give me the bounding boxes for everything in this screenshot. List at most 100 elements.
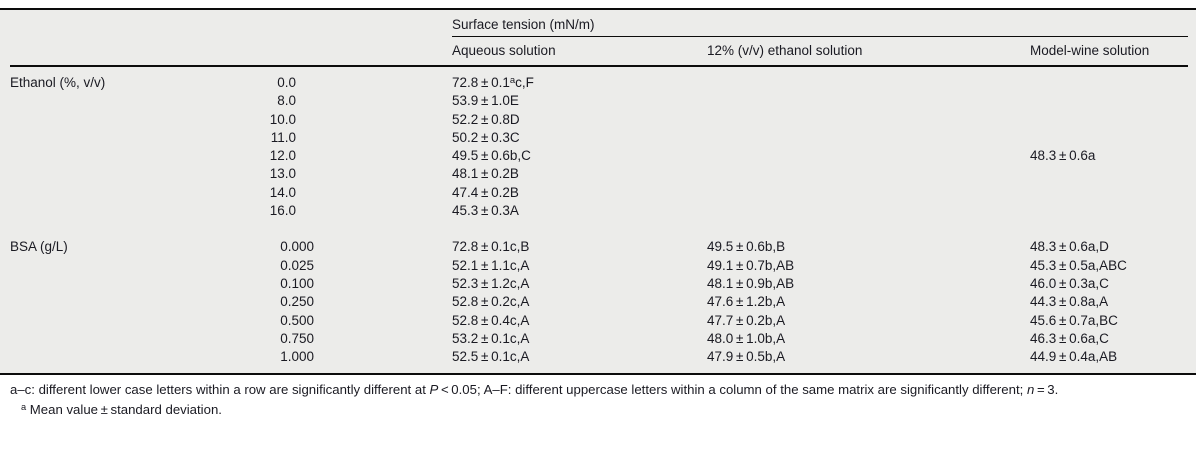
- section-gap-row: [10, 220, 1188, 238]
- spacer-cell: [314, 238, 452, 256]
- value-cell-aqueous: 72.8 ± 0.1c,B: [452, 239, 530, 255]
- spacer-cell: [314, 330, 452, 348]
- column-header-row: Aqueous solution 12% (v/v) ethanol solut…: [10, 36, 1188, 67]
- spacer-cell: [314, 111, 452, 129]
- value-cell-ethanol-12: 49.1 ± 0.7b,AB: [707, 257, 795, 273]
- value-cell-aqueous: 52.3 ± 1.2c,A: [452, 275, 530, 291]
- spacer-cell: [314, 147, 452, 165]
- table-row: 0.100 52.3 ± 1.2c,A 48.1 ± 0.9b,AB 46.0 ± 0…: [10, 275, 1188, 293]
- value-cell-ethanol-12: 47.7 ± 0.2b,A: [707, 312, 786, 328]
- value-cell-aqueous: 52.8 ± 0.4c,A: [452, 312, 530, 328]
- value-cell-ethanol-12: 47.9 ± 0.5b,A: [707, 349, 786, 365]
- spanner-heading-label: Surface tension (mN/m): [452, 17, 595, 32]
- table-row: 10.0 52.2 ± 0.8D: [10, 111, 1188, 129]
- spacer-cell: [314, 348, 452, 373]
- table-row: 0.250 52.8 ± 0.2c,A 47.6 ± 1.2b,A 44.3 ± 0.…: [10, 293, 1188, 311]
- table-row: 16.0 45.3 ± 0.3A: [10, 202, 1188, 220]
- spacer-cell: [314, 92, 452, 110]
- spacer-cell: [314, 275, 452, 293]
- value-cell-model-wine: [1030, 165, 1188, 183]
- table-row: BSA (g/L) 0.000 72.8 ± 0.1c,B 49.5 ± 0.6b,B…: [10, 238, 1188, 256]
- value-cell-model-wine: [1030, 184, 1188, 202]
- value-cell-aqueous: 50.2 ± 0.3C: [452, 129, 520, 145]
- amount-cell: 0.025: [280, 257, 314, 273]
- value-cell-ethanol-12: [707, 165, 1030, 183]
- table-body: Ethanol (%, v/v) 0.0 72.8 ± 0.1ac,F 8.0 53.9…: [10, 66, 1188, 373]
- spacer-cell: [314, 129, 452, 147]
- value-cell-model-wine: [1030, 66, 1188, 92]
- value-cell-model-wine: [1030, 202, 1188, 220]
- table-header: Surface tension (mN/m) Aqueous solution …: [10, 10, 1188, 67]
- value-cell-ethanol-12: [707, 202, 1030, 220]
- row-group-label: BSA (g/L): [10, 239, 68, 255]
- row-group-label: [10, 129, 230, 147]
- value-cell-aqueous: 52.5 ± 0.1c,A: [452, 349, 530, 365]
- value-cell-ethanol-12: [707, 111, 1030, 129]
- empty-cell: [10, 36, 230, 67]
- value-cell-aqueous: 53.2 ± 0.1c,A: [452, 330, 530, 346]
- value-cell-aqueous: 72.8 ± 0.1ac,F: [452, 74, 534, 90]
- row-group-label: [10, 202, 230, 220]
- row-group-label: [10, 275, 230, 293]
- spacer-cell: [314, 257, 452, 275]
- table-row: 0.500 52.8 ± 0.4c,A 47.7 ± 0.2b,A 45.6 ± 0.…: [10, 312, 1188, 330]
- table-footnotes: a–c: different lower case letters within…: [0, 375, 1196, 419]
- value-cell-model-wine: 48.3 ± 0.6a: [1030, 148, 1096, 164]
- row-group-label: Ethanol (%, v/v): [10, 75, 106, 90]
- spacer-cell: [314, 312, 452, 330]
- footnote-significance: a–c: different lower case letters within…: [10, 382, 1059, 398]
- amount-cell: 0.0: [277, 75, 296, 90]
- value-cell-ethanol-12: 48.1 ± 0.9b,AB: [707, 275, 795, 291]
- value-cell-model-wine: 45.6 ± 0.7a,BC: [1030, 312, 1118, 328]
- spacer-cell: [314, 293, 452, 311]
- amount-cell: 0.250: [280, 294, 314, 310]
- amount-cell: 0.100: [280, 275, 314, 291]
- amount-cell: 16.0: [269, 203, 296, 219]
- spacer-cell: [314, 202, 452, 220]
- section-gap-cell: [10, 220, 1188, 238]
- value-cell-aqueous: 49.5 ± 0.6b,C: [452, 148, 531, 164]
- value-cell-ethanol-12: [707, 92, 1030, 110]
- value-cell-ethanol-12: 47.6 ± 1.2b,A: [707, 294, 786, 310]
- column-header-ethanol-12: 12% (v/v) ethanol solution: [707, 36, 1030, 67]
- row-group-label: [10, 293, 230, 311]
- surface-tension-table-band: Surface tension (mN/m) Aqueous solution …: [0, 8, 1196, 376]
- spacer-cell: [314, 165, 452, 183]
- value-cell-ethanol-12: [707, 66, 1030, 92]
- amount-cell: 14.0: [269, 184, 296, 200]
- row-group-label: [10, 184, 230, 202]
- amount-cell: 12.0: [269, 148, 296, 164]
- value-cell-aqueous: 52.8 ± 0.2c,A: [452, 294, 530, 310]
- value-cell-model-wine: [1030, 111, 1188, 129]
- table-row: 13.0 48.1 ± 0.2B: [10, 165, 1188, 183]
- table-row: 12.0 49.5 ± 0.6b,C 48.3 ± 0.6a: [10, 147, 1188, 165]
- value-cell-aqueous: 53.9 ± 1.0E: [452, 93, 519, 109]
- amount-cell: 8.0: [277, 93, 296, 109]
- amount-cell: 1.000: [280, 349, 314, 365]
- value-cell-aqueous: 52.1 ± 1.1c,A: [452, 257, 530, 273]
- spacer-cell: [314, 184, 452, 202]
- value-cell-model-wine: [1030, 92, 1188, 110]
- value-cell-aqueous: 52.2 ± 0.8D: [452, 111, 520, 127]
- value-cell-model-wine: 44.9 ± 0.4a,AB: [1030, 349, 1118, 365]
- value-cell-ethanol-12: 48.0 ± 1.0b,A: [707, 330, 786, 346]
- column-header-aqueous: Aqueous solution: [452, 36, 707, 67]
- empty-cell: [10, 10, 230, 37]
- amount-cell: 11.0: [270, 129, 296, 145]
- value-cell-model-wine: 44.3 ± 0.8a,A: [1030, 294, 1109, 310]
- row-group-label: [10, 111, 230, 129]
- value-cell-model-wine: 46.3 ± 0.6a,C: [1030, 330, 1109, 346]
- row-group-label: [10, 147, 230, 165]
- empty-cell: [230, 36, 314, 67]
- value-cell-ethanol-12: [707, 147, 1030, 165]
- empty-cell: [230, 10, 314, 37]
- empty-cell: [314, 36, 452, 67]
- table-row: 14.0 47.4 ± 0.2B: [10, 184, 1188, 202]
- value-cell-model-wine: [1030, 129, 1188, 147]
- row-group-label: [10, 330, 230, 348]
- row-group-label: [10, 312, 230, 330]
- table-row: 1.000 52.5 ± 0.1c,A 47.9 ± 0.5b,A 44.9 ± 0.…: [10, 348, 1188, 373]
- row-group-label: [10, 165, 230, 183]
- amount-cell: 0.750: [280, 330, 314, 346]
- row-group-label: [10, 92, 230, 110]
